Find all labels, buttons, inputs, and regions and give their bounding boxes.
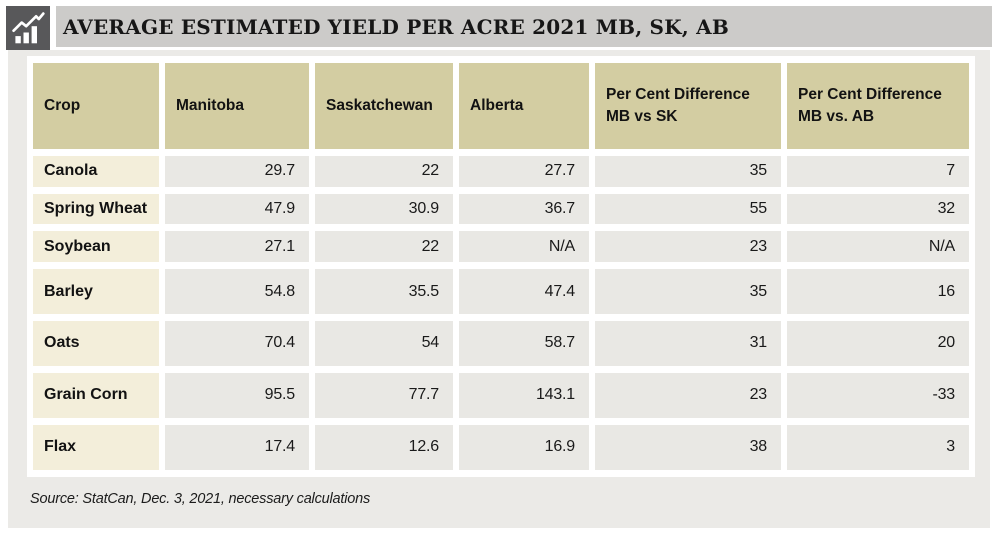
- value-cell: 143.1: [459, 372, 589, 418]
- value-cell: 17.4: [165, 424, 309, 470]
- value-cell: 12.6: [315, 424, 453, 470]
- value-cell: 58.7: [459, 321, 589, 366]
- value-cell: 22: [315, 156, 453, 187]
- value-cell: 77.7: [315, 372, 453, 418]
- title-bar: AVERAGE ESTIMATED YIELD PER ACRE 2021 MB…: [56, 6, 992, 47]
- value-cell: 16: [787, 269, 969, 314]
- column-header-per-cent-difference-mb-vs-ab: Per Cent Difference MB vs. AB: [787, 63, 969, 149]
- value-cell: 47.9: [165, 193, 309, 225]
- value-cell: 47.4: [459, 269, 589, 314]
- value-cell: 29.7: [165, 156, 309, 187]
- yield-table-container: Crop Manitoba Saskatchewan Alberta Per Cent …: [27, 56, 975, 477]
- column-header-manitoba: Manitoba: [165, 63, 309, 149]
- table-header-row: Crop Manitoba Saskatchewan Alberta Per Cent …: [33, 63, 969, 149]
- value-cell: 38: [595, 424, 781, 470]
- value-cell: 16.9: [459, 424, 589, 470]
- value-cell: 31: [595, 321, 781, 366]
- table-row: Spring Wheat 47.9 30.9 36.7 55 32: [33, 193, 969, 225]
- source-note: Source: StatCan, Dec. 3, 2021, necessary…: [30, 491, 371, 507]
- value-cell: 70.4: [165, 321, 309, 366]
- value-cell: 22: [315, 231, 453, 263]
- table-row: Barley 54.8 35.5 47.4 35 16: [33, 269, 969, 314]
- value-cell: 55: [595, 193, 781, 225]
- value-cell: 20: [787, 321, 969, 366]
- table-row: Canola 29.7 22 27.7 35 7: [33, 156, 969, 187]
- value-cell: 54.8: [165, 269, 309, 314]
- crop-name-cell: Spring Wheat: [33, 193, 159, 225]
- value-cell: 35.5: [315, 269, 453, 314]
- crop-name-cell: Oats: [33, 321, 159, 366]
- chart-glyph: [12, 12, 45, 44]
- column-header-alberta: Alberta: [459, 63, 589, 149]
- value-cell: 36.7: [459, 193, 589, 225]
- value-cell: 54: [315, 321, 453, 366]
- value-cell: N/A: [787, 231, 969, 263]
- value-cell: N/A: [459, 231, 589, 263]
- crop-name-cell: Barley: [33, 269, 159, 314]
- value-cell: 32: [787, 193, 969, 225]
- crop-name-cell: Flax: [33, 424, 159, 470]
- value-cell: 23: [595, 372, 781, 418]
- table-row: Soybean 27.1 22 N/A 23 N/A: [33, 231, 969, 263]
- bar-chart-trend-icon: [6, 6, 50, 50]
- value-cell: 23: [595, 231, 781, 263]
- column-header-crop: Crop: [33, 63, 159, 149]
- crop-name-cell: Soybean: [33, 231, 159, 263]
- table-row: Grain Corn 95.5 77.7 143.1 23 -33: [33, 372, 969, 418]
- value-cell: 35: [595, 156, 781, 187]
- value-cell: 27.7: [459, 156, 589, 187]
- value-cell: 3: [787, 424, 969, 470]
- crop-name-cell: Canola: [33, 156, 159, 187]
- value-cell: 95.5: [165, 372, 309, 418]
- table-row: Oats 70.4 54 58.7 31 20: [33, 321, 969, 366]
- value-cell: -33: [787, 372, 969, 418]
- table-row: Flax 17.4 12.6 16.9 38 3: [33, 424, 969, 470]
- value-cell: 27.1: [165, 231, 309, 263]
- value-cell: 30.9: [315, 193, 453, 225]
- value-cell: 7: [787, 156, 969, 187]
- column-header-per-cent-difference-mb-vs-sk: Per Cent Difference MB vs SK: [595, 63, 781, 149]
- crop-name-cell: Grain Corn: [33, 372, 159, 418]
- page-title: AVERAGE ESTIMATED YIELD PER ACRE 2021 MB…: [63, 14, 729, 39]
- column-header-saskatchewan: Saskatchewan: [315, 63, 453, 149]
- value-cell: 35: [595, 269, 781, 314]
- yield-table: Crop Manitoba Saskatchewan Alberta Per Cent …: [27, 56, 975, 477]
